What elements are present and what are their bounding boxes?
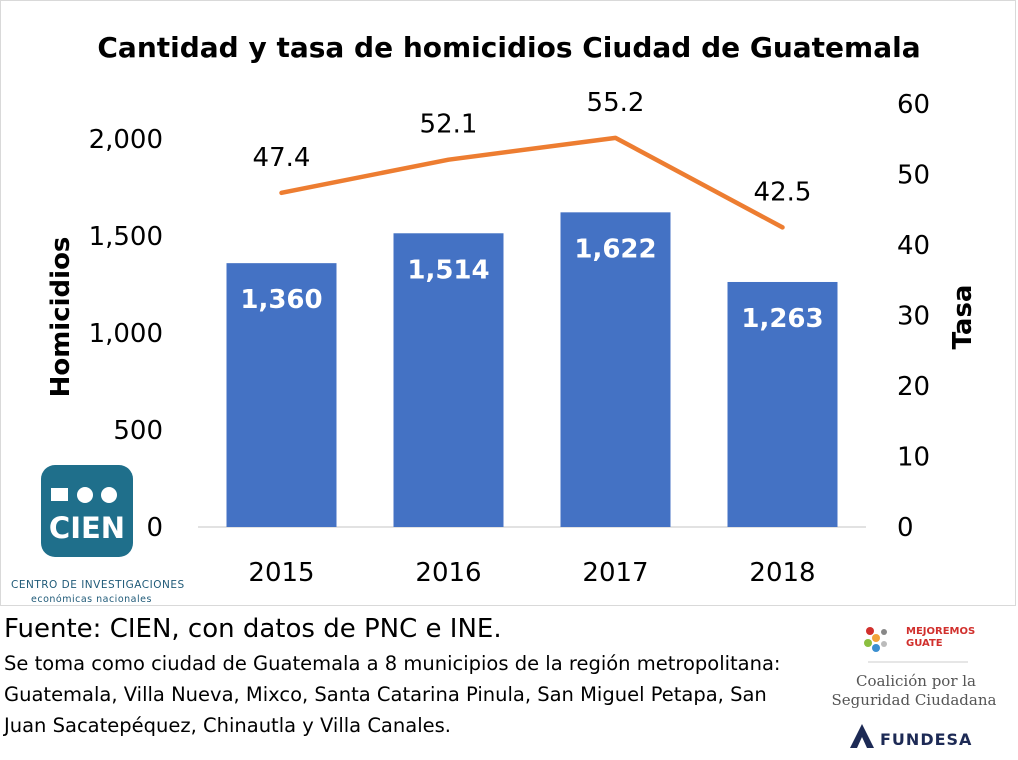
mejoremos-line1: MEJOREMOS	[906, 626, 975, 637]
right-axis-title: Tasa	[948, 285, 978, 350]
footer: Fuente: CIEN, con datos de PNC e INE. Se…	[4, 612, 804, 741]
bar-value-label: 1,622	[574, 234, 656, 264]
bar	[727, 281, 838, 527]
rate-value-label: 42.5	[754, 177, 812, 207]
source-text: Fuente: CIEN, con datos de PNC e INE.	[4, 614, 502, 644]
left-axis-tick: 500	[113, 416, 163, 446]
right-axis-tick: 50	[897, 161, 930, 191]
coalicion-line2: Seguridad Ciudadana	[832, 691, 997, 709]
right-axis-tick: 10	[897, 443, 930, 473]
right-axis-tick: 30	[897, 302, 930, 332]
x-axis-tick: 2017	[582, 558, 648, 588]
right-axis-tick: 0	[897, 513, 914, 543]
chart-frame: Cantidad y tasa de homicidios Ciudad de …	[0, 0, 1016, 606]
rate-value-label: 47.4	[253, 143, 311, 173]
cien-logo-text: CIEN	[49, 511, 125, 545]
fundesa-emblem-inner	[857, 737, 867, 748]
x-axis-tick: 2015	[248, 558, 314, 588]
bar	[393, 233, 504, 527]
left-axis-title: Homicidios	[46, 237, 76, 398]
partner-logos-graphic: MEJOREMOS GUATE Coalición por la Segurid…	[832, 626, 997, 749]
x-axis-ticks: 2015 2016 2017 2018	[248, 558, 815, 588]
cien-caption: CENTRO DE INVESTIGACIONES	[11, 579, 185, 591]
right-axis-tick: 20	[897, 372, 930, 402]
mejoremos-dot	[881, 641, 887, 647]
x-axis-tick: 2018	[749, 558, 815, 588]
left-axis-tick: 2,000	[89, 125, 163, 155]
partner-logos: MEJOREMOS GUATE Coalición por la Segurid…	[828, 616, 1010, 756]
mejoremos-dot	[864, 639, 872, 647]
mejoremos-dot	[866, 627, 874, 635]
bar-value-label: 1,514	[407, 255, 489, 285]
bar	[560, 212, 671, 527]
cien-logo: CIEN CENTRO DE INVESTIGACIONES económica…	[11, 465, 185, 605]
cien-logo-dot	[101, 487, 117, 503]
chart: Cantidad y tasa de homicidios Ciudad de …	[11, 31, 978, 605]
x-axis-tick: 2016	[415, 558, 481, 588]
cien-logo-dot	[77, 487, 93, 503]
mejoremos-dot	[881, 629, 887, 635]
rate-line	[279, 135, 785, 230]
mejoremos-dot	[872, 644, 880, 652]
left-axis-ticks: 0 500 1,000 1,500 2,000	[89, 125, 163, 543]
right-axis-tick: 40	[897, 231, 930, 261]
bar	[226, 263, 337, 527]
fundesa-text: FUNDESA	[880, 730, 972, 749]
rate-value-label: 52.1	[420, 110, 478, 140]
mejoremos-guate-logo: MEJOREMOS GUATE	[864, 626, 975, 652]
mejoremos-dot	[872, 634, 880, 642]
mejoremos-line2: GUATE	[906, 638, 943, 649]
left-axis-tick: 0	[146, 513, 163, 543]
left-axis-tick: 1,500	[89, 222, 163, 252]
cien-subcaption: económicas nacionales	[31, 594, 152, 605]
cien-logo-square	[51, 488, 68, 501]
bar-value-label: 1,263	[741, 304, 823, 334]
rate-series: 47.4 52.1 55.2 42.5	[253, 88, 812, 230]
chart-title: Cantidad y tasa de homicidios Ciudad de …	[97, 31, 920, 64]
right-axis-ticks: 0 10 20 30 40 50 60	[897, 90, 930, 543]
right-axis-tick: 60	[897, 90, 930, 120]
bar-series: 1,360 1,514 1,622 1,263	[226, 212, 838, 527]
left-axis-tick: 1,000	[89, 319, 163, 349]
note-text: Se toma como ciudad de Guatemala a 8 mun…	[4, 652, 781, 737]
rate-value-label: 55.2	[587, 88, 645, 118]
fundesa-emblem-icon	[850, 724, 874, 748]
bar-value-label: 1,360	[240, 285, 322, 315]
fundesa-logo: FUNDESA	[850, 724, 972, 749]
coalicion-line1: Coalición por la	[856, 672, 976, 690]
